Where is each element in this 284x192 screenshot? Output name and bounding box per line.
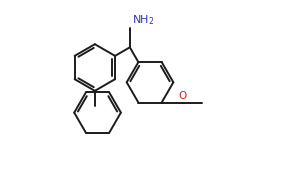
Text: NH$_2$: NH$_2$ — [132, 14, 154, 27]
Text: O: O — [179, 92, 187, 102]
